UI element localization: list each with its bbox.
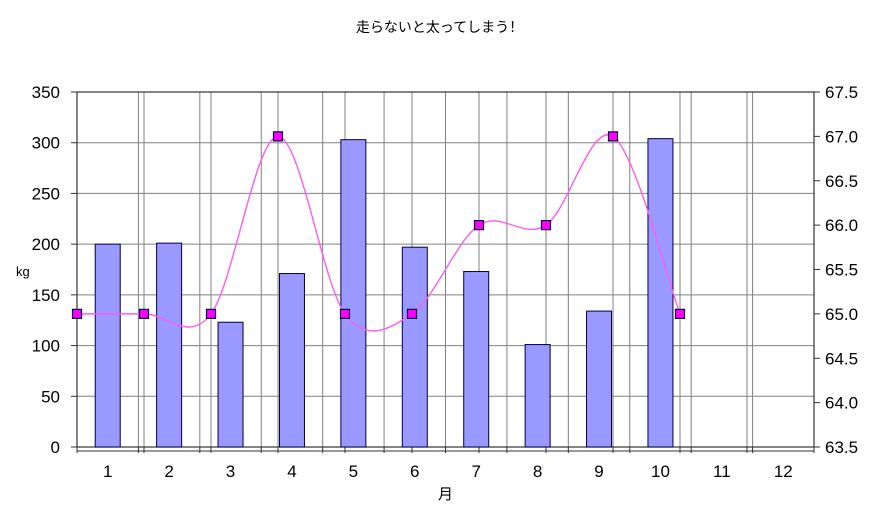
x-axis-label: 7 [471,462,480,481]
left-axis-label: 200 [32,235,60,254]
right-axis-label: 67.0 [825,127,858,146]
line-marker-month-8 [540,220,552,231]
bar-month-9 [586,310,613,448]
bar-month-10 [647,138,674,448]
line-marker-month-1 [71,308,83,319]
bar-month-2 [156,242,183,448]
line-marker-month-5 [339,308,351,319]
x-axis-label: 1 [103,462,112,481]
right-axis-label: 67.5 [825,83,858,102]
right-axis-label: 64.5 [825,349,858,368]
bar-month-4 [278,273,305,448]
bar-month-1 [94,243,121,448]
line-marker-month-7 [473,220,485,231]
x-axis-label: 6 [410,462,419,481]
left-axis-label: 300 [32,134,60,153]
line-marker-month-10 [674,308,686,319]
right-axis-label: 65.0 [825,305,858,324]
right-axis-label: 66.5 [825,172,858,191]
bar-month-6 [401,246,428,448]
bar-month-3 [217,321,244,448]
x-axis-label: 11 [713,462,731,481]
left-axis-label: 250 [32,184,60,203]
left-axis-label: 150 [32,286,60,305]
x-axis-label: 9 [594,462,603,481]
x-axis-label: 10 [651,462,670,481]
right-axis-label: 65.5 [825,261,858,280]
bar-month-7 [463,271,490,448]
left-axis-label: 100 [32,337,60,356]
left-axis-label: 0 [51,438,60,457]
x-axis-label: 8 [533,462,542,481]
right-axis-label: 66.0 [825,216,858,235]
bar-month-5 [340,139,367,448]
left-axis-title: kg [16,264,30,279]
line-marker-month-4 [272,131,284,142]
line-marker-month-3 [205,308,217,319]
line-marker-month-2 [138,308,150,319]
line-marker-month-6 [406,308,418,319]
left-axis-label: 350 [32,83,60,102]
line-marker-month-9 [607,131,619,142]
right-axis-label: 63.5 [825,438,858,457]
chart-title: 走らないと太ってしまう！ [355,19,524,35]
x-axis-label: 4 [287,462,296,481]
x-axis-label: 2 [164,462,173,481]
x-axis-label: 3 [226,462,235,481]
x-axis-label: 12 [774,462,793,481]
right-axis-label: 64.0 [825,394,858,413]
x-axis-title: 月 [437,486,453,503]
bar-month-8 [524,344,551,448]
x-axis-label: 5 [349,462,358,481]
plot-border [76,91,815,448]
weight-line [77,134,681,332]
left-axis-label: 50 [41,387,60,406]
